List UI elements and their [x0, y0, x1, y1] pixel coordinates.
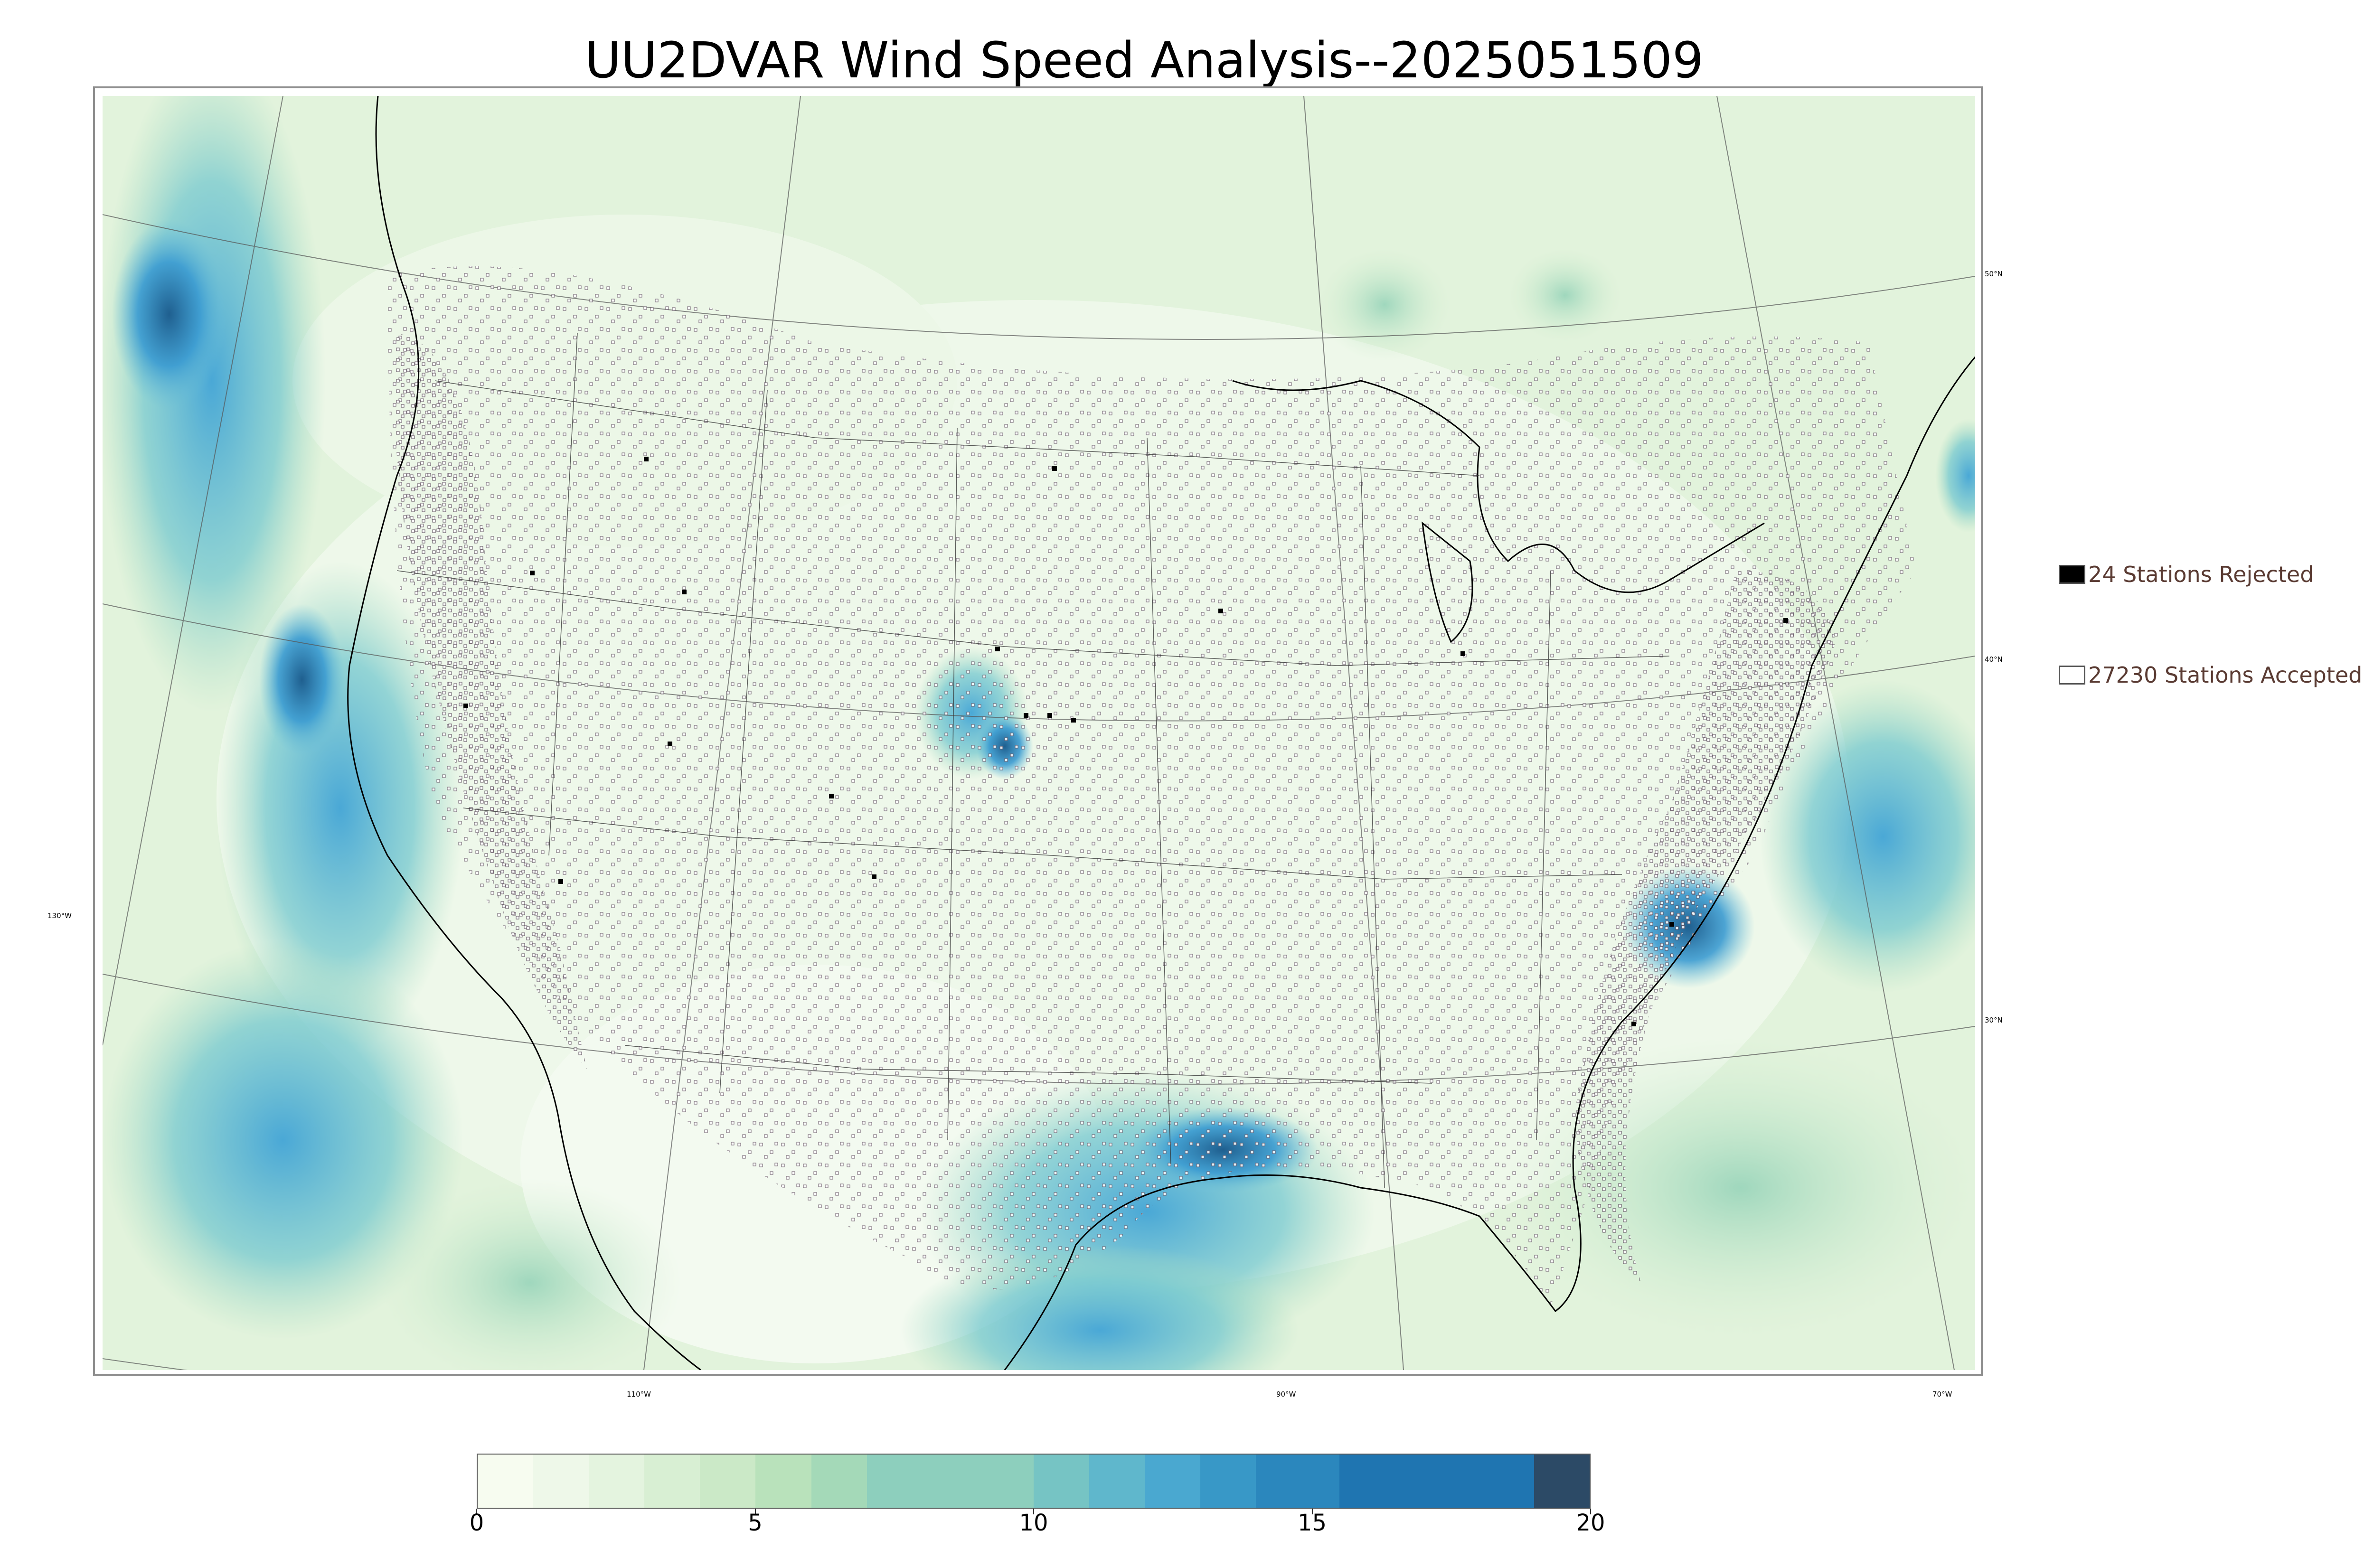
colorbar-tick — [754, 1509, 756, 1514]
accepted-stations — [387, 266, 1916, 1307]
colorbar-tick — [1590, 1509, 1591, 1514]
colorbar-segment — [1033, 1455, 1090, 1508]
state-boundaries — [396, 333, 1670, 1188]
colorbar-segment — [644, 1455, 700, 1508]
colorbar-segment — [533, 1455, 589, 1508]
colorbar-segment — [1256, 1455, 1339, 1508]
colorbar-segment — [867, 1455, 923, 1508]
colorbar-segment — [1089, 1455, 1145, 1508]
colorbar — [477, 1454, 1591, 1509]
lat-label-40n: 40°N — [1985, 655, 2003, 664]
legend-rejected-label: 24 Stations Rejected — [2088, 562, 2314, 587]
colorbar-tick — [476, 1509, 477, 1514]
colorbar-segment — [922, 1455, 1034, 1508]
colorbar-segment — [1200, 1455, 1256, 1508]
legend-accepted: 27230 Stations Accepted — [2059, 661, 2362, 689]
colorbar-segment — [755, 1455, 811, 1508]
lon-label-130w: 130°W — [47, 911, 72, 920]
lon-label-70w: 70°W — [1932, 1390, 1952, 1399]
legend-accepted-label: 27230 Stations Accepted — [2088, 662, 2363, 688]
colorbar-tick-label: 15 — [1297, 1510, 1327, 1536]
colorbar-tick-label: 5 — [748, 1510, 763, 1536]
wind-speed-map[interactable] — [103, 96, 1975, 1370]
atlantic-wind-area — [1760, 680, 1975, 993]
accepted-stations-dense-east — [1574, 571, 1836, 1283]
chart-title: UU2DVAR Wind Speed Analysis--2025051509 — [584, 31, 1704, 89]
coastlines — [347, 96, 1975, 1370]
colorbar-segment — [589, 1455, 645, 1508]
colorbar-segment — [700, 1455, 756, 1508]
colorbar-segment — [478, 1455, 534, 1508]
accepted-swatch — [2059, 666, 2085, 685]
lat-label-50n: 50°N — [1985, 270, 2003, 278]
accepted-stations-dense-west — [394, 333, 587, 1069]
map-frame — [93, 86, 1983, 1376]
colorbar-tick-label: 10 — [1019, 1510, 1048, 1536]
colorbar-segment — [1339, 1455, 1534, 1508]
colorbar-tick — [1033, 1509, 1034, 1514]
colorbar-segment — [811, 1455, 867, 1508]
lon-label-90w: 90°W — [1276, 1390, 1296, 1399]
colorbar-segment — [1534, 1455, 1590, 1508]
colorbar-segment — [1145, 1455, 1201, 1508]
rejected-stations — [463, 457, 1788, 1026]
colorbar-tick — [1311, 1509, 1313, 1514]
colorbar-tick-label: 0 — [469, 1510, 484, 1536]
rejected-swatch — [2059, 565, 2085, 584]
lon-label-110w: 110°W — [627, 1390, 651, 1399]
lat-label-30n: 30°N — [1985, 1016, 2003, 1024]
legend-rejected: 24 Stations Rejected — [2059, 560, 2314, 589]
colorbar-tick-label: 20 — [1576, 1510, 1605, 1536]
